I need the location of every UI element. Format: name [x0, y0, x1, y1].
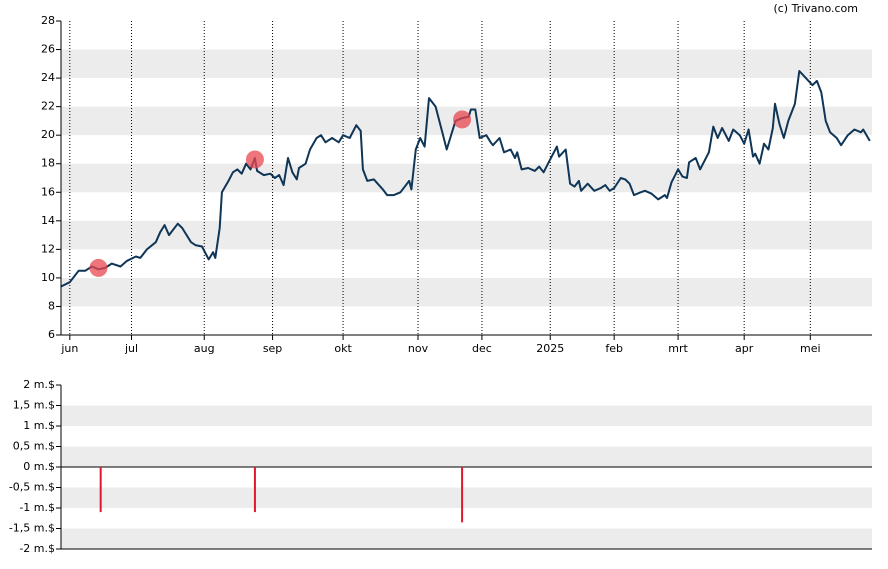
y-tick-label: 16 — [41, 185, 55, 198]
y-tick-label: 8 — [48, 299, 55, 312]
y-tick-label: 1 m.$ — [23, 419, 55, 432]
x-tick-label: apr — [735, 342, 754, 355]
y-tick-label: 1,5 m.$ — [13, 399, 55, 412]
y-tick-label: 28 — [41, 14, 55, 27]
x-tick-label: 2025 — [536, 342, 564, 355]
x-tick-label: nov — [408, 342, 429, 355]
watermark: (c) Trivano.com — [773, 2, 858, 15]
y-tick-label: 24 — [41, 71, 55, 84]
y-tick-label: 0,5 m.$ — [13, 440, 55, 453]
y-tick-label: 10 — [41, 271, 55, 284]
y-tick-label: 20 — [41, 128, 55, 141]
trade-marker — [89, 258, 108, 277]
grid-band — [61, 405, 872, 426]
grid-band — [61, 220, 872, 250]
y-tick-label: -2 m.$ — [19, 542, 55, 555]
grid-band — [61, 446, 872, 467]
trade-marker — [245, 150, 264, 169]
y-tick-label: 12 — [41, 242, 55, 255]
y-tick-label: 18 — [41, 157, 55, 170]
y-tick-label: 0 m.$ — [23, 460, 55, 473]
y-tick-label: 22 — [41, 100, 55, 113]
x-tick-label: feb — [605, 342, 623, 355]
price-line — [60, 70, 871, 288]
grid-band — [61, 528, 872, 549]
y-tick-label: -1 m.$ — [19, 501, 55, 514]
x-tick-label: aug — [194, 342, 215, 355]
x-tick-label: mrt — [668, 342, 688, 355]
x-tick-label: sep — [263, 342, 282, 355]
x-tick-label: mei — [800, 342, 821, 355]
y-tick-label: 2 m.$ — [23, 378, 55, 391]
grid-band — [61, 49, 872, 79]
y-tick-label: 14 — [41, 214, 55, 227]
y-tick-label: 6 — [48, 328, 55, 341]
y-tick-label: 26 — [41, 43, 55, 56]
grid-band — [61, 487, 872, 508]
y-tick-label: -1,5 m.$ — [9, 522, 55, 535]
x-tick-label: jun — [60, 342, 78, 355]
y-tick-label: -0,5 m.$ — [9, 481, 55, 494]
x-tick-label: okt — [334, 342, 352, 355]
grid-band — [61, 277, 872, 307]
x-tick-label: jul — [124, 342, 138, 355]
trade-marker — [453, 110, 472, 129]
x-tick-label: dec — [472, 342, 492, 355]
grid-band — [61, 163, 872, 193]
